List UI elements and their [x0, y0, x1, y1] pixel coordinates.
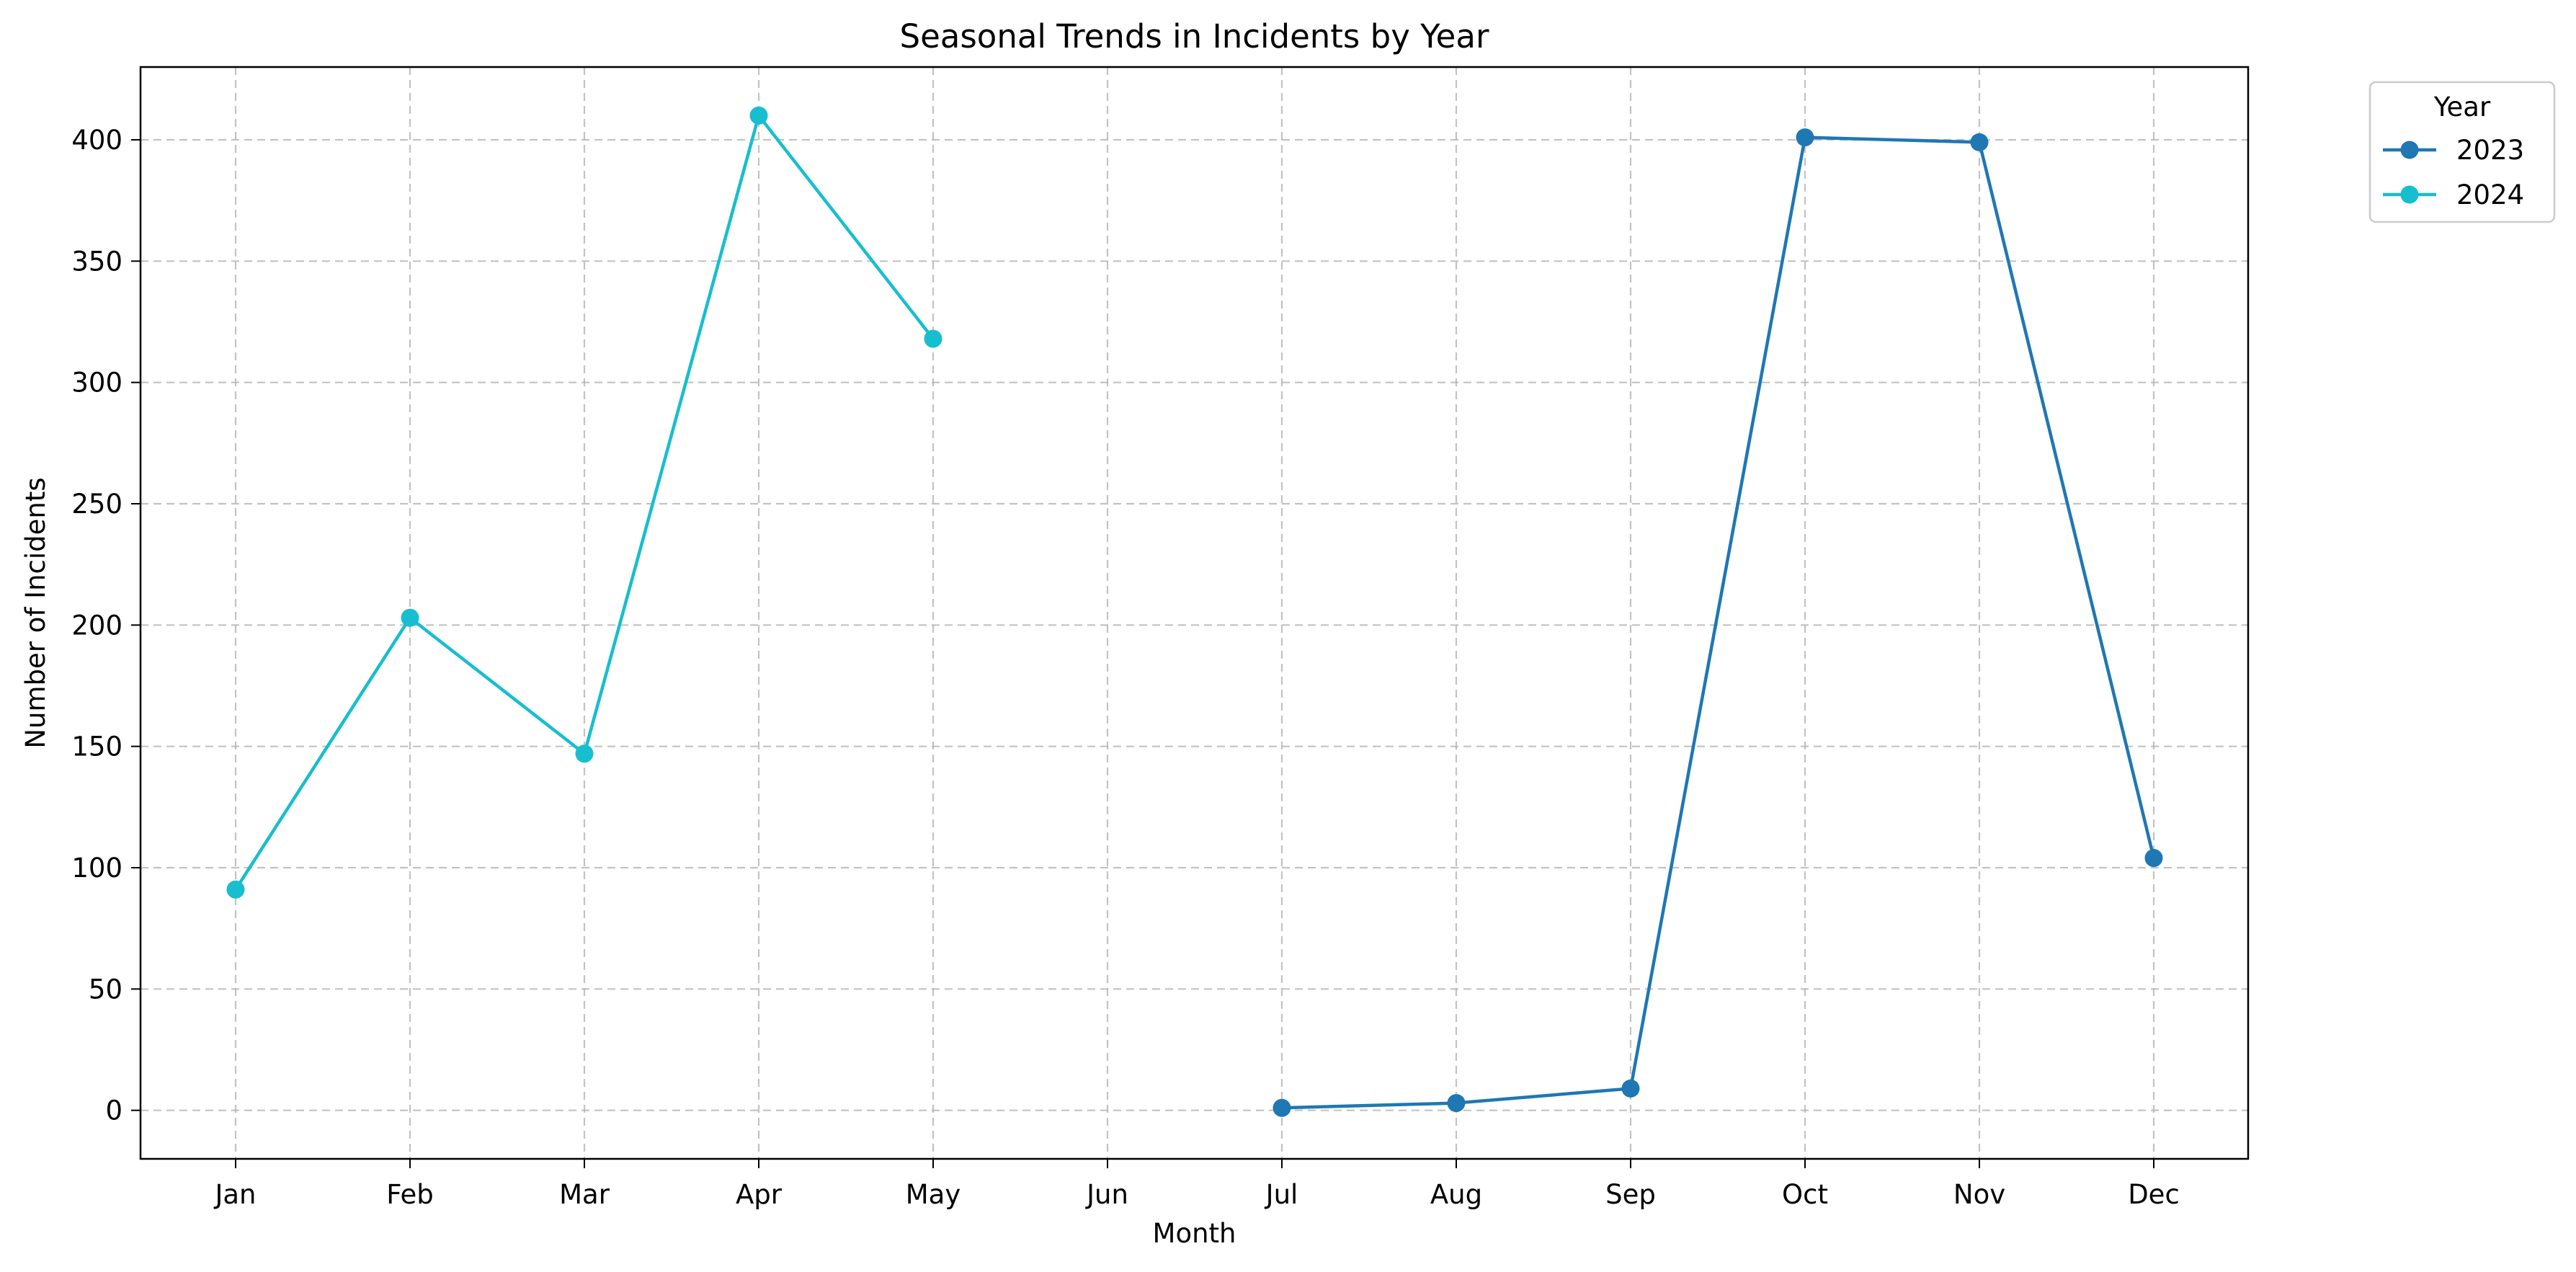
- legend-entry-2023: 2023: [2383, 135, 2524, 166]
- gridlines: [141, 67, 2248, 1159]
- data-point: [1273, 1098, 1291, 1117]
- legend-marker: [2400, 141, 2419, 159]
- data-series: [226, 106, 2163, 1117]
- y-tick-label: 350: [71, 246, 122, 277]
- x-tick-label: Jun: [1085, 1179, 1128, 1210]
- y-axis-label: Number of Incidents: [20, 477, 51, 748]
- data-point: [1970, 133, 1989, 151]
- data-point: [1796, 128, 1814, 147]
- data-point: [924, 329, 942, 348]
- x-tick-label: Jan: [213, 1179, 256, 1210]
- legend-entries: 2023 2024: [2383, 135, 2524, 210]
- x-tick-label: Mar: [559, 1179, 610, 1210]
- x-tick-label: Sep: [1605, 1179, 1656, 1210]
- series-line-2023: [1280, 135, 2156, 1110]
- data-point: [226, 880, 245, 899]
- series-2024: [226, 106, 942, 899]
- data-point: [1447, 1094, 1466, 1113]
- data-point: [1621, 1079, 1640, 1098]
- legend-label: 2024: [2456, 179, 2524, 210]
- series-2023: [1273, 128, 2163, 1117]
- y-tick-label: 250: [71, 489, 122, 520]
- legend-label: 2023: [2456, 135, 2524, 166]
- data-point: [749, 106, 768, 125]
- legend-title: Year: [2433, 92, 2491, 123]
- y-tick-label: 200: [71, 610, 122, 641]
- legend-entry-2024: 2024: [2383, 179, 2524, 210]
- x-tick-label: May: [906, 1179, 961, 1210]
- x-tick-label: Oct: [1782, 1179, 1828, 1210]
- data-point: [401, 608, 419, 627]
- y-tick-label: 0: [105, 1095, 122, 1126]
- x-axis-label: Month: [1153, 1218, 1236, 1249]
- x-tick-label: Apr: [736, 1179, 783, 1210]
- y-tick-label: 400: [71, 125, 122, 156]
- x-tick-label: Nov: [1953, 1179, 2005, 1210]
- y-tick-label: 150: [71, 731, 122, 762]
- x-tick-label: Feb: [386, 1179, 434, 1210]
- axis-ticks: Jan Feb Mar Apr May Jun Jul Aug Sep Oct Nov Dec 0 50 1…: [71, 125, 2179, 1210]
- chart-title: Seasonal Trends in Incidents by Year: [900, 17, 1489, 55]
- x-tick-label: Aug: [1430, 1179, 1482, 1210]
- legend: Year 2023 2024: [2368, 81, 2556, 223]
- y-tick-label: 300: [71, 368, 122, 399]
- legend-frame: [2368, 81, 2556, 223]
- data-point: [575, 744, 594, 763]
- y-tick-label: 100: [71, 853, 122, 884]
- x-tick-label: Dec: [2128, 1179, 2180, 1210]
- legend-marker: [2400, 185, 2419, 204]
- y-tick-label: 50: [89, 974, 122, 1005]
- plot-area-frame: [139, 66, 2250, 1160]
- x-tick-label: Jul: [1265, 1179, 1298, 1210]
- data-point: [2144, 849, 2163, 868]
